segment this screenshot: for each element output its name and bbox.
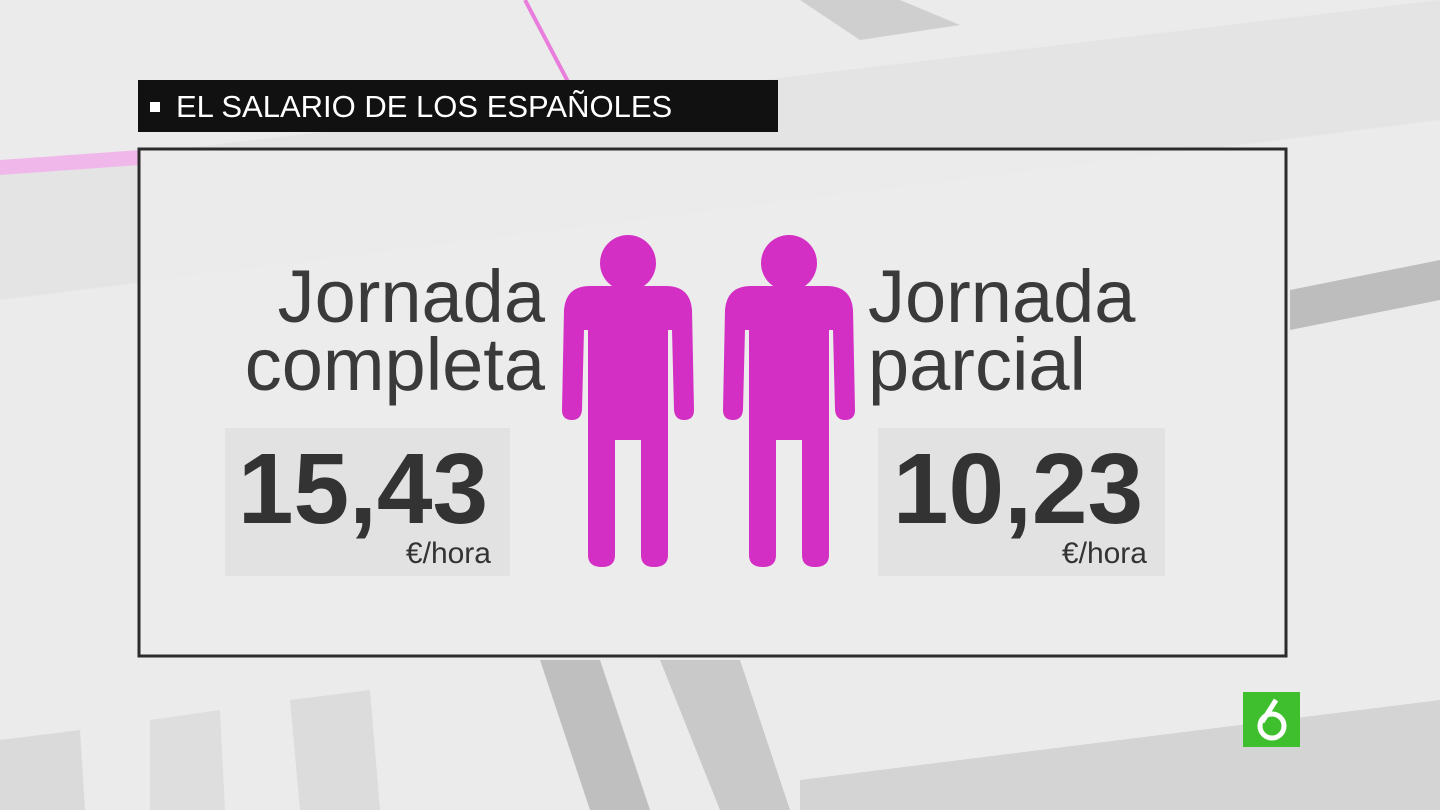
label: Jornada <box>278 255 546 338</box>
person-icon <box>562 235 694 567</box>
label: Jornada <box>868 255 1136 338</box>
value: 10,23 <box>893 433 1143 545</box>
title-bar: EL SALARIO DE LOS ESPAÑOLES <box>138 80 778 132</box>
unit: €/hora <box>1062 537 1147 570</box>
label: parcial <box>868 323 1086 406</box>
title: EL SALARIO DE LOS ESPAÑOLES <box>176 89 672 124</box>
unit: €/hora <box>406 537 491 570</box>
label: completa <box>245 323 546 406</box>
value-box-left: Jornada completa 15,43 €/hora <box>225 255 546 576</box>
person-icon <box>723 235 855 567</box>
value-box-right: Jornada parcial 10,23 €/hora <box>868 255 1165 576</box>
channel-logo <box>1243 692 1300 747</box>
value: 15,43 <box>238 433 488 545</box>
